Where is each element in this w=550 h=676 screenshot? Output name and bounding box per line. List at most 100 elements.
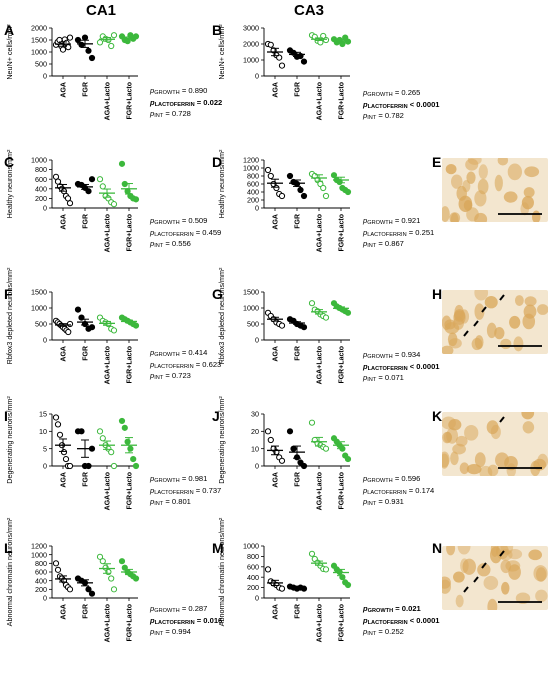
y-tick-label: 5	[43, 444, 47, 453]
data-point	[322, 36, 330, 44]
cell-nucleus	[453, 571, 465, 583]
data-point	[66, 34, 74, 41]
data-point	[308, 300, 316, 307]
x-category-label: AGA	[273, 472, 280, 488]
micrograph-image	[442, 412, 548, 476]
p-int-value: 0.556	[171, 239, 191, 249]
y-axis-label: NeuN+ cells/mm²	[5, 24, 14, 80]
cell-nucleus	[477, 563, 491, 577]
panel-letter-j: J	[212, 408, 220, 424]
column-title-ca3: CA3	[294, 2, 325, 19]
panel-letter-g: G	[212, 286, 223, 302]
data-point	[132, 462, 140, 470]
p-int-value: 0.728	[171, 109, 191, 119]
data-point	[99, 435, 106, 442]
p-lactoferrin-value: < 0.0001	[409, 99, 440, 109]
data-point	[344, 38, 352, 45]
data-point	[278, 585, 286, 592]
data-point	[308, 419, 316, 426]
data-point	[81, 34, 89, 41]
cell-nucleus	[479, 465, 493, 476]
data-point	[65, 44, 72, 51]
data-point	[99, 558, 106, 565]
panel-letter-k: K	[432, 408, 443, 424]
x-category-label: AGA+Lacto	[105, 346, 112, 384]
y-tick-label: 200	[35, 194, 47, 203]
x-category-label: AGA	[61, 472, 68, 488]
y-tick-label: 1000	[243, 164, 259, 173]
panel-letter-l: L	[4, 540, 13, 556]
cell-nucleus	[507, 163, 523, 181]
x-category-label: AGA+Lacto	[317, 604, 324, 642]
data-point	[108, 449, 115, 456]
cell-nucleus	[501, 581, 510, 595]
p-growth-value: 0.934	[401, 350, 421, 359]
x-category-label: AGA	[273, 346, 280, 362]
y-tick-label: 0	[43, 462, 47, 471]
data-point	[85, 586, 92, 593]
p-lactoferrin-value: 0.022	[203, 97, 223, 107]
p-growth: pGROWTH = 0.890	[150, 86, 208, 96]
cell-nucleus	[477, 178, 489, 195]
y-axis-label: Rbfox3 depleted neurons/mm²	[217, 267, 226, 364]
cell-nucleus	[533, 565, 548, 582]
cell-nucleus	[524, 166, 540, 178]
panel-letter-c: C	[4, 154, 15, 170]
data-point	[88, 324, 96, 331]
y-tick-label: 400	[35, 576, 47, 585]
data-point	[110, 327, 118, 334]
y-tick-label: 600	[35, 175, 47, 184]
p-lactoferrin-value: 0.016	[203, 615, 223, 625]
cell-nucleus	[486, 322, 497, 339]
y-tick-label: 1000	[31, 48, 47, 57]
x-category-label: FGR+Lacto	[127, 346, 134, 384]
data-point	[78, 428, 85, 435]
y-tick-label: 200	[247, 583, 259, 592]
data-point	[56, 431, 64, 438]
y-tick-label: 0	[255, 336, 259, 345]
data-point	[62, 455, 70, 463]
cell-nucleus	[466, 207, 479, 222]
data-point	[130, 455, 137, 463]
chart-panel-i: Degenerating neurons/mm² 0 5 10 15 AGA FGR AGA+…	[5, 396, 140, 510]
cell-nucleus	[474, 190, 487, 207]
data-point	[267, 172, 274, 180]
cell-nucleus	[462, 179, 471, 193]
data-point	[74, 36, 82, 44]
x-category-label: AGA+Lacto	[105, 604, 112, 642]
column-title-ca1: CA1	[86, 2, 117, 19]
y-axis-label: Healthy neurons/mm²	[5, 149, 14, 218]
y-axis-label: Abnormal chromatin neurons/mm²	[5, 517, 14, 626]
cell-nucleus	[478, 164, 488, 180]
p-growth-value: 0.021	[401, 604, 421, 613]
y-tick-label: 500	[35, 320, 47, 329]
cell-nucleus	[465, 158, 479, 171]
x-category-label: AGA	[273, 82, 280, 98]
p-lactoferrin-value: < 0.0001	[409, 361, 440, 371]
p-growth-value: 0.981	[188, 474, 208, 483]
p-int-value: 0.801	[171, 497, 191, 507]
x-category-label: FGR+Lacto	[339, 346, 346, 384]
x-category-label: AGA+Lacto	[317, 214, 324, 252]
data-point	[290, 445, 297, 452]
p-growth-value: 0.890	[188, 86, 208, 95]
x-category-label: AGA+Lacto	[317, 472, 324, 510]
y-tick-label: 600	[247, 180, 259, 189]
y-tick-label: 0	[255, 204, 259, 213]
x-category-label: FGR+Lacto	[339, 604, 346, 642]
x-category-label: FGR	[295, 82, 302, 97]
chart-panel-j: Degenerating neurons/mm² 0 10 20 30 AGA FGR AGA…	[217, 396, 352, 510]
data-point	[96, 553, 104, 560]
cell-nucleus	[483, 575, 499, 590]
data-point	[96, 176, 104, 183]
data-point	[85, 47, 92, 54]
data-point	[278, 192, 286, 200]
panel-letter-h: H	[432, 286, 443, 302]
y-tick-label: 0	[43, 72, 47, 81]
data-point	[132, 322, 140, 329]
y-tick-label: 500	[35, 60, 47, 69]
panel-letter-i: I	[4, 408, 8, 424]
cell-nucleus	[537, 453, 548, 469]
cell-nucleus	[448, 419, 462, 431]
